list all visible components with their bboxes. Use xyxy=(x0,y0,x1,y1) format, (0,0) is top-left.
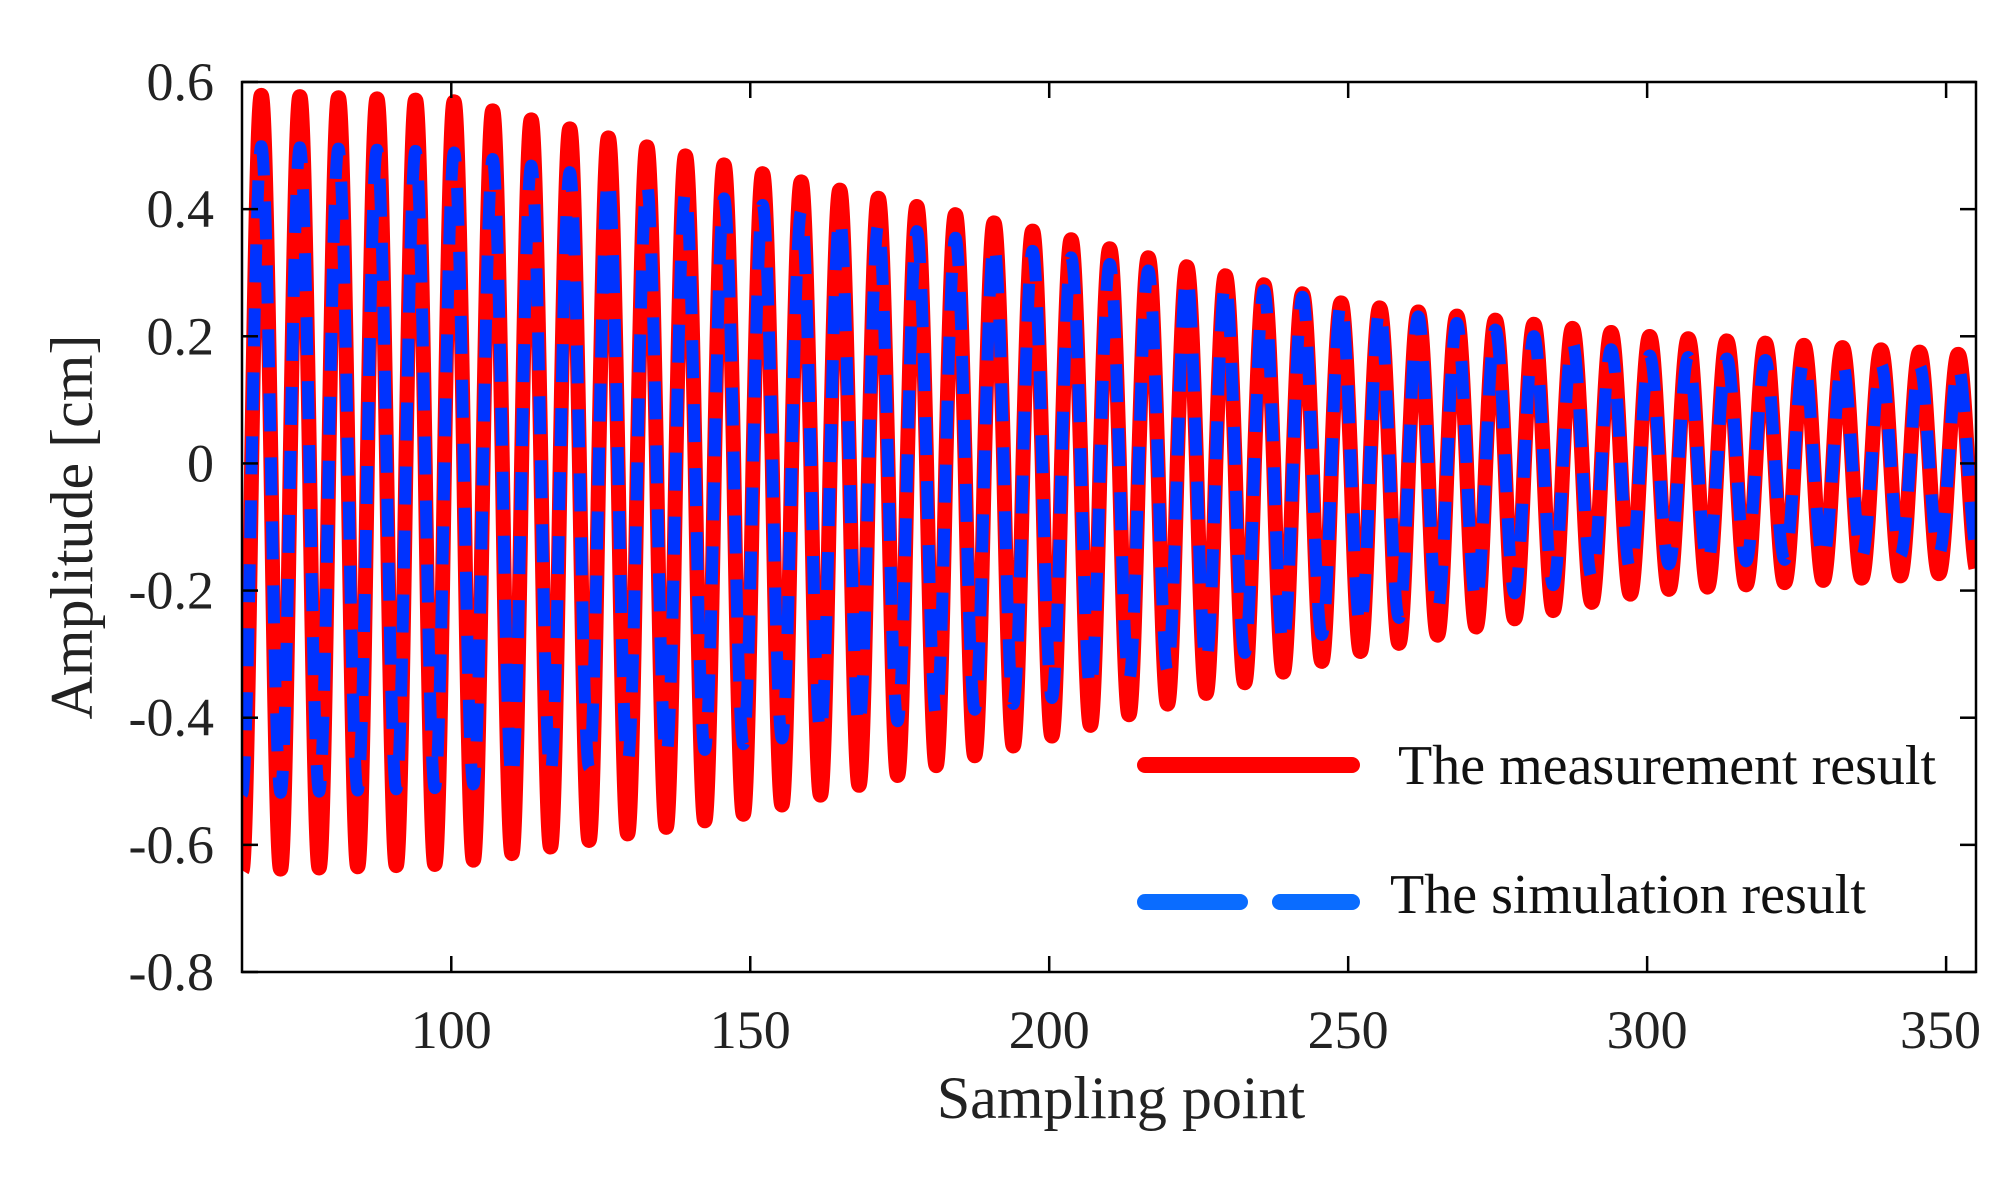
x-axis-label: Sampling point xyxy=(937,1065,1306,1131)
y-tick-label-2: -0.4 xyxy=(129,688,214,748)
axis-ticks xyxy=(242,80,1976,974)
y-tick-label-4: 0 xyxy=(187,433,214,493)
series-layer xyxy=(242,87,1976,878)
y-tick-label-3: -0.2 xyxy=(129,561,214,621)
x-tick-label-5: 350 xyxy=(1900,1000,1981,1060)
y-axis-label: Amplitude [cm] xyxy=(39,335,105,720)
legend-label-simulation: The simulation result xyxy=(1390,864,1866,926)
plot-frame xyxy=(240,80,1978,974)
x-tick-label-3: 250 xyxy=(1308,1000,1389,1060)
x-tick-label-2: 200 xyxy=(1009,1000,1090,1060)
y-tick-label-7: 0.6 xyxy=(147,52,215,112)
y-tick-label-1: -0.6 xyxy=(129,815,214,875)
x-tick-label-4: 300 xyxy=(1607,1000,1688,1060)
x-tick-label-1: 150 xyxy=(710,1000,791,1060)
y-tick-label-0: -0.8 xyxy=(129,942,214,1002)
y-tick-label-6: 0.4 xyxy=(147,179,215,239)
x-tick-labels: 100 150 200 250 300 350 xyxy=(411,1000,1981,1060)
legend-label-measurement: The measurement result xyxy=(1398,735,1936,797)
x-tick-label-0: 100 xyxy=(411,1000,492,1060)
series-line-measurement xyxy=(242,87,1976,878)
y-tick-label-5: 0.2 xyxy=(147,306,215,366)
y-tick-labels: -0.8 -0.6 -0.4 -0.2 0 0.2 0.4 0.6 xyxy=(129,52,214,1002)
legend: The measurement result The simulation re… xyxy=(1137,735,1936,926)
series-line-simulation xyxy=(242,140,1976,800)
